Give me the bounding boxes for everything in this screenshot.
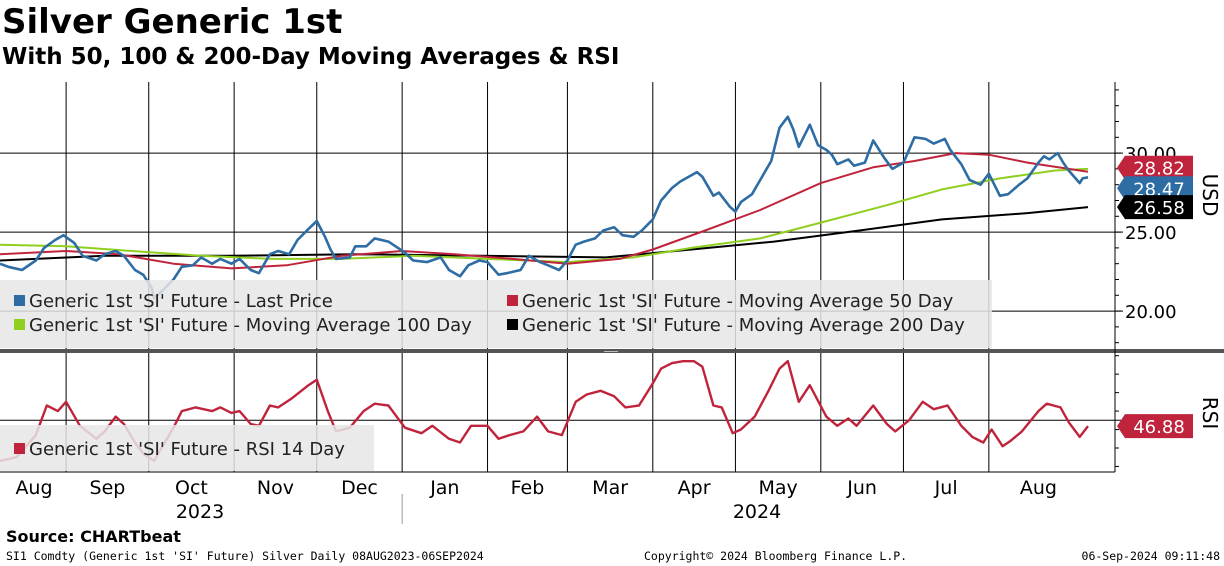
legend-item-last-price: Generic 1st 'SI' Future - Last Price	[14, 291, 333, 312]
grid-layer	[0, 82, 1121, 524]
year-label-2023: 2023	[176, 501, 224, 523]
flag-rsi-bg	[1117, 414, 1193, 439]
source-note: Source: CHARTbeat	[6, 527, 181, 546]
flag-last-price-bg	[1117, 176, 1193, 201]
flag-last-price: 28.47	[1117, 176, 1193, 201]
price-tick-label: 20.00	[1125, 302, 1177, 323]
legend-swatch-ma100	[14, 319, 25, 330]
price-legend: Generic 1st 'SI' Future - Last Price Gen…	[0, 280, 992, 348]
legend-item-ma100: Generic 1st 'SI' Future - Moving Average…	[14, 315, 472, 336]
flag-ma200-text: 26.58	[1133, 198, 1185, 219]
chart-subtitle: With 50, 100 & 200-Day Moving Averages &…	[2, 44, 620, 70]
legend-item-rsi: Generic 1st 'SI' Future - RSI 14 Day	[14, 439, 345, 460]
rsi-plot	[0, 360, 1089, 463]
month-tick-label: Jan	[429, 477, 459, 499]
flag-ma50: 28.82	[1117, 155, 1193, 180]
legend-swatch-rsi	[14, 443, 25, 454]
flag-rsi-text: 46.88	[1133, 417, 1185, 438]
rsi-axis-title: RSI	[1198, 397, 1222, 430]
month-tick-label: May	[758, 477, 797, 499]
legend-item-ma200: Generic 1st 'SI' Future - Moving Average…	[507, 315, 965, 336]
flag-ma200-bg	[1117, 195, 1193, 220]
series-last-price	[0, 115, 1089, 300]
month-tick-label: Sep	[90, 477, 126, 499]
footer-timestamp: 06-Sep-2024 09:11:48	[1081, 549, 1220, 563]
legend-label-ma200: Generic 1st 'SI' Future - Moving Average…	[522, 315, 965, 336]
legend-label-ma100: Generic 1st 'SI' Future - Moving Average…	[29, 315, 472, 336]
month-tick-label: Nov	[257, 477, 294, 499]
year-label-2024: 2024	[733, 501, 781, 523]
legend-swatch-ma200	[507, 319, 518, 330]
panel-splitter-handle	[604, 351, 618, 352]
series-rsi	[0, 360, 1089, 463]
month-tick-label: Jul	[934, 477, 958, 499]
month-tick-label: Aug	[15, 477, 52, 499]
month-tick-label: Oct	[175, 477, 208, 499]
chart-title: Silver Generic 1st	[2, 2, 343, 42]
legend-item-ma50: Generic 1st 'SI' Future - Moving Average…	[507, 291, 953, 312]
legend-swatch-ma50	[507, 295, 518, 306]
legend-label-rsi: Generic 1st 'SI' Future - RSI 14 Day	[29, 439, 345, 460]
series-ma50	[0, 152, 1089, 270]
flag-ma200: 26.58	[1117, 195, 1193, 220]
flag-ma50-text: 28.82	[1133, 159, 1185, 180]
flag-last-price-text: 28.47	[1133, 179, 1185, 200]
month-tick-label: Apr	[678, 477, 711, 499]
price-plot	[0, 115, 1089, 300]
series-ma100	[0, 167, 1089, 264]
month-tick-label: Aug	[1020, 477, 1057, 499]
month-tick-label: Dec	[341, 477, 378, 499]
rsi-legend: Generic 1st 'SI' Future - RSI 14 Day	[0, 425, 374, 471]
legend-label-ma50: Generic 1st 'SI' Future - Moving Average…	[522, 291, 954, 312]
month-tick-label: Jun	[846, 477, 877, 499]
flag-ma50-bg	[1117, 155, 1193, 180]
price-axis-title: USD	[1198, 174, 1222, 217]
month-tick-label: Feb	[511, 477, 545, 499]
month-tick-label: Mar	[592, 477, 628, 499]
flag-rsi: 46.88	[1117, 414, 1193, 439]
legend-swatch-last-price	[14, 295, 25, 306]
footer-security: SI1 Comdty (Generic 1st 'SI' Future) Sil…	[6, 549, 484, 563]
footer-copyright: Copyright© 2024 Bloomberg Finance L.P.	[644, 549, 908, 563]
legend-label-last-price: Generic 1st 'SI' Future - Last Price	[29, 291, 333, 312]
price-tick-label: 25.00	[1125, 223, 1177, 244]
